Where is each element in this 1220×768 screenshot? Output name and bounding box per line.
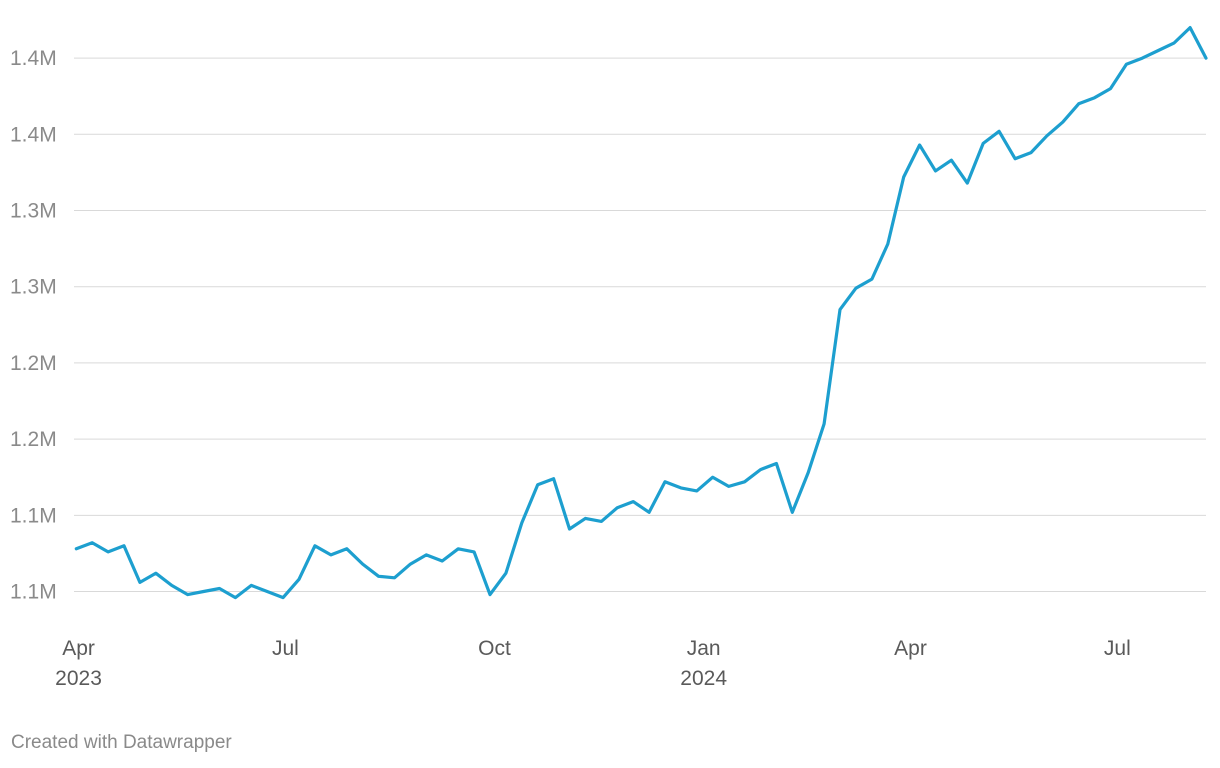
x-tick-year-label: 2023	[55, 667, 102, 690]
gridlines	[74, 57, 1206, 593]
series-line	[74, 26, 1208, 600]
x-tick-label: Jan	[687, 637, 721, 660]
y-tick-label: 1.1M	[10, 581, 57, 604]
series-group	[74, 26, 1208, 600]
x-tick-year-label: 2024	[680, 667, 727, 690]
x-tick-label: Jul	[1104, 637, 1131, 660]
x-tick-label: Oct	[478, 637, 511, 660]
credit-text: Created with Datawrapper	[11, 732, 232, 753]
y-tick-label: 1.2M	[10, 352, 57, 375]
y-tick-label: 1.4M	[10, 47, 57, 70]
y-tick-label: 1.3M	[10, 200, 57, 223]
y-tick-label: 1.4M	[10, 123, 57, 146]
x-tick-label: Apr	[894, 637, 927, 660]
y-axis-ticks: 1.1M 1.1M 1.2M 1.2M 1.3M 1.3M 1.4M 1.4M	[10, 47, 57, 603]
x-tick-label: Apr	[62, 637, 95, 660]
x-axis-ticks: Apr 2023 Jul Oct Jan 2024 Apr Jul	[55, 637, 1131, 690]
y-tick-label: 1.1M	[10, 504, 57, 527]
y-tick-label: 1.3M	[10, 276, 57, 299]
x-tick-label: Jul	[272, 637, 299, 660]
y-tick-label: 1.2M	[10, 428, 57, 451]
